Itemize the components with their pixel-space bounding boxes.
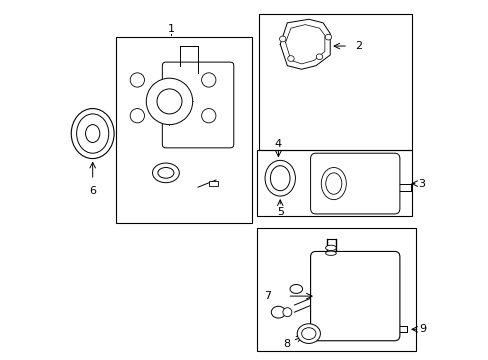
Ellipse shape [264, 160, 295, 196]
Ellipse shape [287, 56, 294, 62]
Ellipse shape [270, 166, 289, 191]
FancyBboxPatch shape [310, 153, 399, 214]
Text: 8: 8 [283, 339, 289, 348]
Text: 9: 9 [418, 324, 426, 334]
Ellipse shape [201, 73, 216, 87]
Ellipse shape [201, 109, 216, 123]
Bar [258, 14, 411, 150]
Ellipse shape [158, 167, 174, 178]
Ellipse shape [325, 34, 331, 40]
Bar [257, 228, 415, 351]
Ellipse shape [321, 167, 346, 200]
Ellipse shape [71, 109, 114, 158]
Ellipse shape [325, 245, 336, 251]
FancyBboxPatch shape [310, 251, 399, 341]
Ellipse shape [85, 125, 100, 143]
Ellipse shape [325, 251, 336, 255]
Ellipse shape [279, 36, 285, 42]
Text: 2: 2 [354, 41, 362, 51]
Ellipse shape [157, 89, 182, 114]
Text: 6: 6 [89, 186, 96, 196]
Text: 7: 7 [264, 291, 271, 301]
Text: 3: 3 [417, 179, 424, 189]
Ellipse shape [271, 306, 285, 318]
Bar [257, 150, 411, 216]
FancyBboxPatch shape [162, 62, 233, 148]
Bar [208, 181, 217, 186]
Ellipse shape [77, 114, 108, 153]
Text: 4: 4 [274, 139, 282, 149]
Ellipse shape [130, 109, 144, 123]
Text: 5: 5 [276, 207, 283, 217]
Ellipse shape [152, 163, 179, 183]
Ellipse shape [289, 284, 302, 293]
Ellipse shape [297, 324, 320, 343]
Ellipse shape [316, 54, 322, 60]
Ellipse shape [283, 308, 291, 317]
Ellipse shape [130, 73, 144, 87]
Text: 1: 1 [167, 23, 174, 33]
Ellipse shape [325, 173, 341, 194]
Ellipse shape [301, 328, 315, 339]
Ellipse shape [146, 78, 192, 125]
Bar [116, 37, 251, 223]
